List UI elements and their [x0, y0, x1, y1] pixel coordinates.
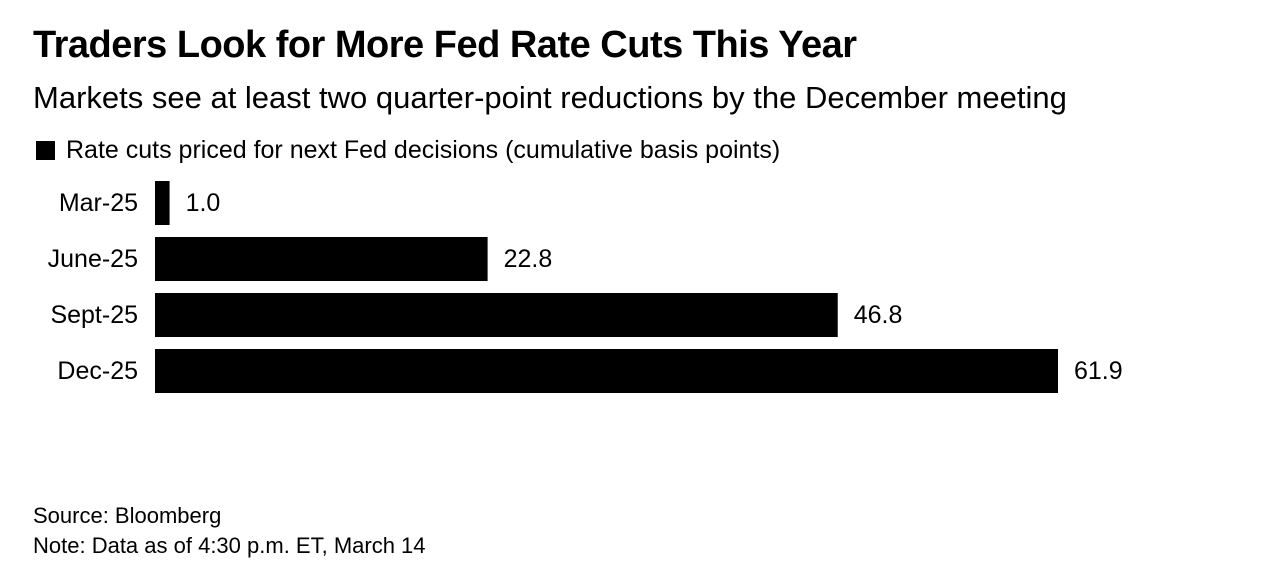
chart-title: Traders Look for More Fed Rate Cuts This… [33, 24, 857, 66]
bar-sept-25 [155, 293, 838, 337]
bar-chart: Mar-25 1.0 June-25 22.8 Sept-25 46.8 Dec-25 61.… [48, 181, 1123, 393]
value-label: 1.0 [186, 189, 221, 217]
value-label: 61.9 [1074, 357, 1123, 385]
bar-dec-25 [155, 349, 1058, 393]
legend: Rate cuts priced for next Fed decisions … [36, 135, 780, 165]
legend-label: Rate cuts priced for next Fed decisions … [66, 135, 781, 164]
chart-subtitle: Markets see at least two quarter-point r… [33, 80, 1067, 115]
category-label: Dec-25 [57, 357, 138, 385]
category-label: Mar-25 [59, 189, 138, 217]
data-note: Note: Data as of 4:30 p.m. ET, March 14 [33, 533, 426, 558]
bar-mar-25 [155, 181, 170, 225]
category-label: Sept-25 [50, 301, 138, 329]
bar-june-25 [155, 237, 488, 281]
category-label: June-25 [48, 245, 138, 273]
value-label: 22.8 [504, 245, 553, 273]
legend-swatch [36, 140, 55, 160]
source-note: Source: Bloomberg [33, 503, 222, 528]
value-label: 46.8 [854, 301, 903, 329]
